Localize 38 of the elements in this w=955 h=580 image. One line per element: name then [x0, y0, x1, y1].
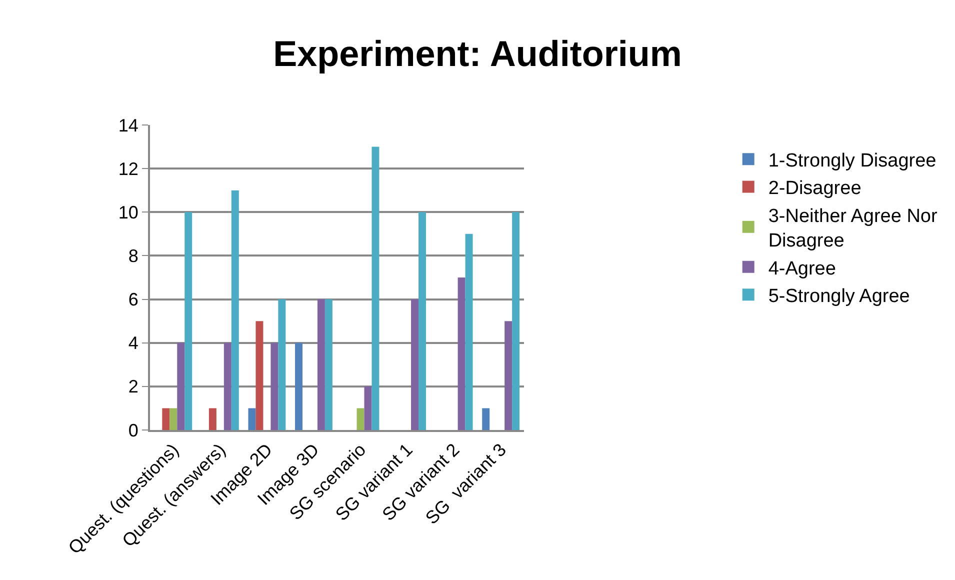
- bar: [372, 146, 380, 430]
- bar: [224, 342, 232, 430]
- bar: [177, 342, 185, 430]
- y-tick-label: 6: [128, 290, 138, 310]
- bar: [356, 408, 364, 430]
- bar: [512, 212, 520, 430]
- y-tick-label: 12: [118, 158, 138, 179]
- bar: [256, 321, 264, 430]
- y-tick-label: 14: [118, 115, 138, 136]
- bar: [162, 408, 170, 430]
- bar: [208, 408, 216, 430]
- y-tick-label: 2: [128, 376, 138, 397]
- y-tick-label: 10: [118, 202, 138, 222]
- bar: [184, 212, 192, 430]
- bar: [170, 408, 178, 430]
- y-tick-label: 4: [128, 333, 138, 354]
- legend-label: 1-Strongly Disagree: [768, 150, 936, 172]
- bar: [482, 408, 490, 430]
- bar: [364, 386, 372, 430]
- bar: [465, 234, 473, 430]
- bar: [317, 299, 325, 430]
- bar: [504, 321, 512, 430]
- legend-label: 2-Disagree: [768, 178, 862, 200]
- bar: [295, 342, 302, 430]
- bar: [324, 299, 332, 430]
- bar: [458, 278, 466, 430]
- bar: [411, 299, 418, 430]
- chart-title: Experiment: Auditorium: [273, 32, 682, 74]
- bar: [278, 299, 286, 430]
- legend-label: 4-Agree: [768, 258, 836, 280]
- bar: [231, 190, 239, 430]
- y-tick-label: 8: [128, 246, 138, 266]
- bar: [270, 342, 278, 430]
- legend-label: 3-Neither Agree Nor Disagree: [768, 206, 938, 252]
- bar: [248, 408, 256, 430]
- legend-label: 5-Strongly Agree: [768, 286, 910, 308]
- y-tick-label: 0: [128, 420, 138, 440]
- bar: [418, 212, 426, 430]
